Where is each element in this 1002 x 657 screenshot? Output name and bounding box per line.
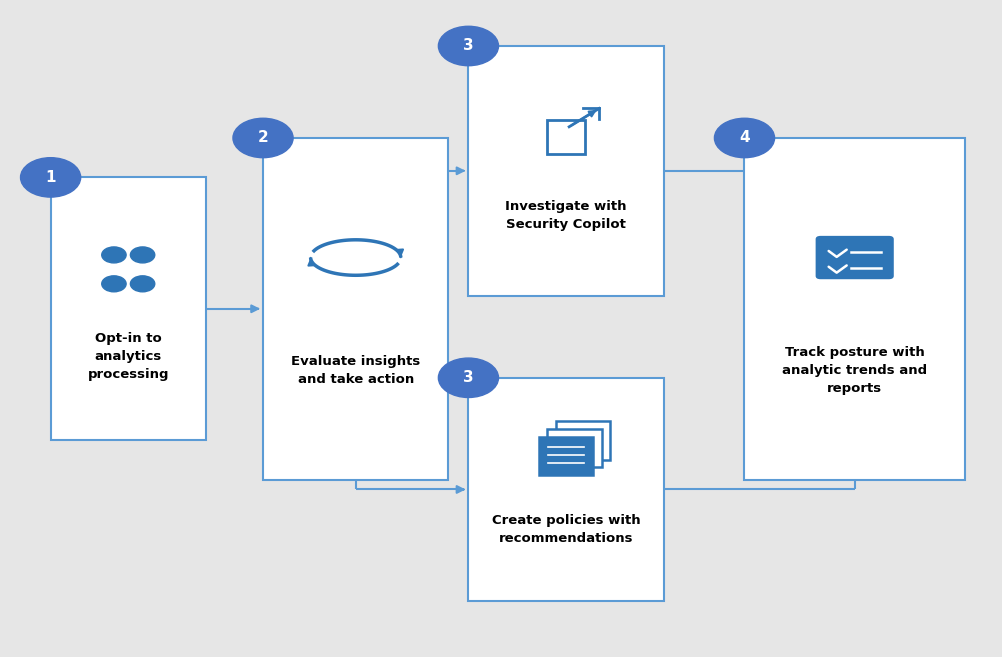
Text: 3: 3 <box>463 39 474 53</box>
Text: Opt-in to
analytics
processing: Opt-in to analytics processing <box>87 332 169 380</box>
Circle shape <box>102 276 126 292</box>
Circle shape <box>102 247 126 263</box>
Text: Track posture with
analytic trends and
reports: Track posture with analytic trends and r… <box>783 346 927 395</box>
Circle shape <box>130 247 154 263</box>
Text: Evaluate insights
and take action: Evaluate insights and take action <box>292 355 420 386</box>
Circle shape <box>232 118 293 158</box>
Text: 3: 3 <box>463 371 474 385</box>
FancyBboxPatch shape <box>468 46 663 296</box>
Circle shape <box>438 26 498 66</box>
FancyBboxPatch shape <box>50 177 206 440</box>
FancyBboxPatch shape <box>539 437 593 476</box>
FancyBboxPatch shape <box>556 421 610 460</box>
Text: 1: 1 <box>45 170 56 185</box>
Circle shape <box>438 358 498 397</box>
Circle shape <box>714 118 775 158</box>
Text: Investigate with
Security Copilot: Investigate with Security Copilot <box>505 200 627 231</box>
Text: 2: 2 <box>258 131 269 145</box>
FancyBboxPatch shape <box>744 138 965 480</box>
FancyBboxPatch shape <box>468 378 663 601</box>
Circle shape <box>130 276 154 292</box>
FancyBboxPatch shape <box>816 236 894 279</box>
Text: 4: 4 <box>739 131 749 145</box>
Text: Create policies with
recommendations: Create policies with recommendations <box>492 514 640 545</box>
FancyBboxPatch shape <box>263 138 448 480</box>
Circle shape <box>21 158 80 197</box>
FancyBboxPatch shape <box>547 429 601 468</box>
